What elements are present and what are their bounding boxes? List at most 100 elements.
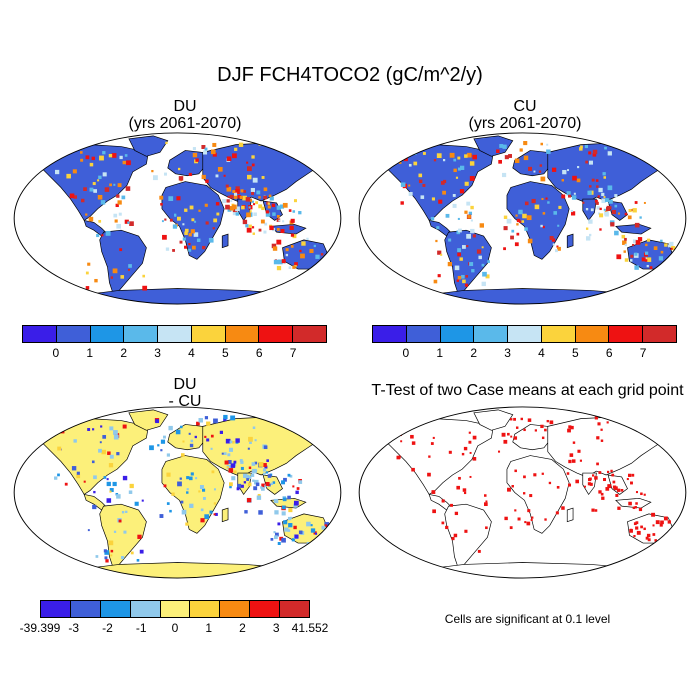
- grid-cell: [240, 466, 244, 470]
- grid-cell: [589, 160, 593, 165]
- grid-cell: [462, 245, 466, 249]
- grid-cell: [561, 194, 566, 199]
- grid-cell: [438, 199, 443, 204]
- grid-cell: [108, 463, 114, 468]
- grid-cell: [261, 176, 265, 179]
- grid-cell: [276, 205, 282, 210]
- grid-cell: [184, 208, 188, 212]
- grid-cell: [566, 472, 570, 475]
- grid-cell: [461, 452, 465, 456]
- grid-cell: [663, 516, 668, 521]
- grid-cell: [482, 271, 487, 277]
- grid-cell: [184, 231, 188, 236]
- grid-cell: [496, 149, 500, 153]
- grid-cell: [293, 503, 298, 508]
- grid-cell: [265, 471, 269, 474]
- grid-cell: [246, 497, 252, 503]
- colorbar-du-label: 5: [221, 346, 229, 360]
- grid-cell: [160, 449, 163, 452]
- grid-cell: [243, 481, 247, 484]
- grid-cell: [568, 483, 572, 487]
- grid-cell: [556, 485, 560, 489]
- grid-cell: [540, 424, 544, 429]
- grid-cell: [588, 219, 593, 224]
- grid-cell: [659, 523, 663, 527]
- grid-cell: [182, 440, 185, 443]
- grid-cell: [440, 253, 443, 256]
- colorbar-diff-labels: -39.399 -3 -2 -1 0 1 2 3 41.552: [20, 618, 329, 635]
- grid-cell: [653, 246, 658, 250]
- colorbar-diff-swatch: [279, 601, 310, 617]
- grid-cell: [109, 183, 112, 187]
- grid-cell: [608, 199, 613, 204]
- grid-cell: [635, 502, 638, 505]
- grid-cell: [230, 200, 233, 203]
- panel-title-cu: CU (yrs 2061-2070): [355, 98, 695, 132]
- grid-cell: [127, 268, 130, 271]
- grid-cell: [179, 240, 183, 244]
- grid-cell: [447, 261, 453, 267]
- colorbar-diff-swatch: [219, 601, 250, 617]
- grid-cell: [607, 185, 613, 191]
- grid-cell: [248, 206, 251, 209]
- grid-cell: [281, 505, 286, 510]
- grid-cell: [98, 175, 102, 180]
- grid-cell: [199, 485, 204, 489]
- grid-cell: [205, 221, 209, 225]
- grid-cell: [632, 243, 635, 247]
- grid-cell: [163, 484, 167, 488]
- grid-cell: [201, 174, 206, 180]
- grid-cell: [531, 516, 534, 519]
- grid-cell: [466, 245, 469, 248]
- grid-cell: [437, 274, 441, 278]
- grid-cell: [582, 201, 585, 204]
- grid-cell: [239, 195, 243, 200]
- grid-cell: [660, 520, 664, 525]
- grid-cell: [254, 461, 258, 465]
- grid-cell: [457, 275, 462, 280]
- grid-cell: [87, 428, 91, 431]
- grid-cell: [85, 213, 88, 216]
- grid-cell: [597, 212, 601, 215]
- grid-cell: [226, 464, 232, 470]
- colorbar-diff-label: -2: [102, 621, 113, 635]
- grid-cell: [290, 218, 295, 223]
- grid-cell: [596, 462, 599, 466]
- grid-cell: [252, 426, 256, 430]
- grid-cell: [306, 541, 310, 545]
- grid-cell: [457, 248, 462, 253]
- grid-cell: [599, 207, 602, 211]
- grid-cell: [549, 236, 554, 240]
- grid-cell: [198, 490, 201, 493]
- grid-cell: [552, 243, 555, 246]
- grid-cell: [546, 419, 549, 423]
- grid-cell: [260, 486, 263, 489]
- grid-cell: [113, 213, 118, 218]
- grid-cell: [655, 520, 660, 525]
- grid-cell: [213, 502, 217, 505]
- grid-cell: [243, 190, 247, 193]
- grid-cell: [566, 191, 571, 196]
- grid-cell: [290, 245, 294, 248]
- grid-cell: [287, 473, 291, 477]
- grid-cell: [459, 257, 463, 261]
- grid-cell: [584, 485, 586, 488]
- grid-cell: [232, 190, 236, 194]
- grid-cell: [502, 144, 507, 149]
- grid-cell: [159, 514, 164, 518]
- colorbar-cu-label: 5: [571, 346, 579, 360]
- grid-cell: [448, 238, 452, 242]
- grid-cell: [668, 534, 673, 538]
- grid-cell: [104, 550, 110, 555]
- grid-cell: [646, 238, 651, 242]
- grid-cell: [529, 494, 533, 498]
- grid-cell: [279, 536, 284, 541]
- grid-cell: [248, 475, 252, 479]
- grid-cell: [213, 218, 218, 223]
- landmass-indonesia: [270, 223, 307, 235]
- grid-cell: [594, 199, 598, 203]
- colorbar-du-swatch: [23, 326, 56, 342]
- panel-title-ttest: T-Test of two Case means at each grid po…: [355, 382, 700, 399]
- grid-cell: [238, 142, 244, 147]
- grid-cell: [639, 216, 642, 219]
